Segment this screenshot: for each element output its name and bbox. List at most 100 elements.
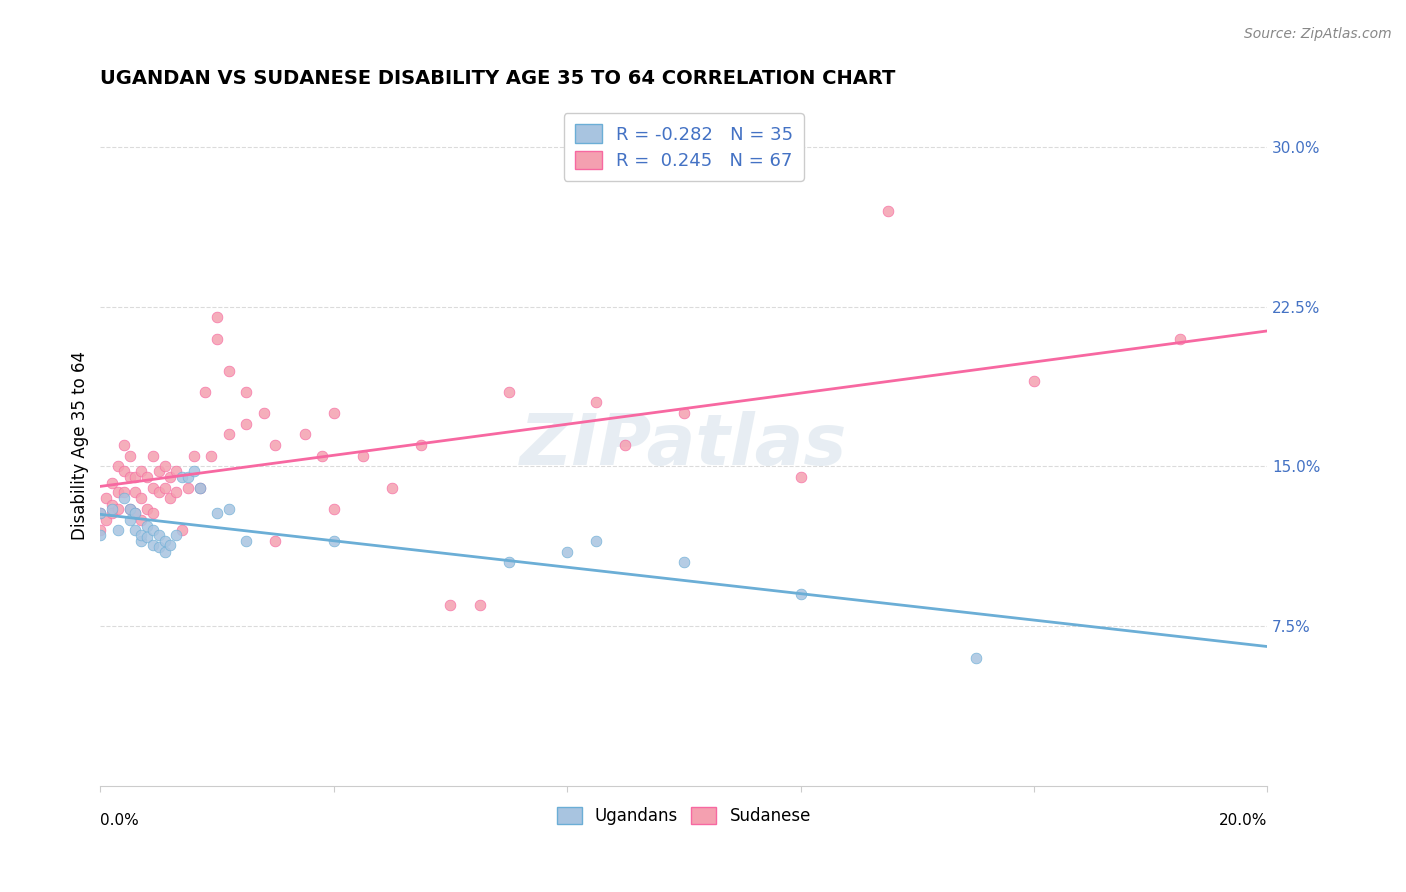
Point [205, 332, 228, 346]
Point [159, 538, 181, 552]
Point [136, 519, 159, 533]
Point [205, 310, 228, 325]
Point [1022, 374, 1045, 388]
Point [142, 523, 165, 537]
Point [188, 481, 211, 495]
Point [672, 406, 695, 420]
Point [112, 484, 135, 499]
Point [352, 449, 374, 463]
Text: 20.0%: 20.0% [1219, 813, 1267, 828]
Point [136, 530, 159, 544]
Point [118, 502, 141, 516]
Point [124, 506, 146, 520]
Text: Source: ZipAtlas.com: Source: ZipAtlas.com [1244, 27, 1392, 41]
Point [165, 527, 187, 541]
Point [672, 555, 695, 569]
Point [153, 459, 176, 474]
Point [585, 395, 607, 409]
Point [118, 470, 141, 484]
Point [101, 498, 124, 512]
Point [89, 523, 111, 537]
Point [159, 470, 181, 484]
Point [439, 598, 461, 612]
Text: ZIPatlas: ZIPatlas [520, 410, 848, 480]
Point [177, 470, 200, 484]
Point [148, 484, 170, 499]
Point [170, 523, 193, 537]
Point [322, 533, 344, 548]
Point [235, 533, 257, 548]
Point [129, 533, 152, 548]
Point [468, 598, 491, 612]
Point [614, 438, 637, 452]
Point [264, 533, 287, 548]
Point [235, 417, 257, 431]
Point [877, 203, 900, 218]
Point [235, 384, 257, 399]
Point [153, 481, 176, 495]
Point [148, 527, 170, 541]
Point [107, 523, 129, 537]
Point [200, 449, 222, 463]
Point [124, 470, 146, 484]
Point [218, 502, 240, 516]
Point [142, 538, 165, 552]
Point [218, 363, 240, 377]
Point [112, 438, 135, 452]
Point [96, 491, 118, 506]
Point [118, 502, 141, 516]
Point [789, 587, 811, 601]
Point [142, 481, 165, 495]
Point [381, 481, 404, 495]
Point [89, 506, 111, 520]
Y-axis label: Disability Age 35 to 64: Disability Age 35 to 64 [72, 351, 89, 540]
Point [142, 506, 165, 520]
Point [253, 406, 276, 420]
Point [165, 484, 187, 499]
Point [142, 449, 165, 463]
Point [159, 491, 181, 506]
Point [170, 470, 193, 484]
Point [322, 406, 344, 420]
Point [129, 491, 152, 506]
Point [194, 384, 217, 399]
Legend: Ugandans, Sudanese: Ugandans, Sudanese [550, 800, 818, 832]
Point [585, 533, 607, 548]
Point [205, 506, 228, 520]
Point [411, 438, 433, 452]
Point [188, 481, 211, 495]
Point [1168, 332, 1191, 346]
Point [124, 506, 146, 520]
Point [124, 523, 146, 537]
Text: 0.0%: 0.0% [100, 813, 139, 828]
Point [107, 484, 129, 499]
Point [965, 651, 987, 665]
Point [165, 464, 187, 478]
Text: UGANDAN VS SUDANESE DISABILITY AGE 35 TO 64 CORRELATION CHART: UGANDAN VS SUDANESE DISABILITY AGE 35 TO… [100, 69, 896, 87]
Point [96, 513, 118, 527]
Point [129, 464, 152, 478]
Point [129, 527, 152, 541]
Point [101, 506, 124, 520]
Point [89, 506, 111, 520]
Point [89, 527, 111, 541]
Point [183, 449, 205, 463]
Point [101, 502, 124, 516]
Point [118, 449, 141, 463]
Point [294, 427, 316, 442]
Point [177, 481, 200, 495]
Point [148, 464, 170, 478]
Point [153, 533, 176, 548]
Point [789, 470, 811, 484]
Point [555, 544, 578, 558]
Point [153, 544, 176, 558]
Point [148, 541, 170, 555]
Point [136, 470, 159, 484]
Point [264, 438, 287, 452]
Point [218, 427, 240, 442]
Point [322, 502, 344, 516]
Point [129, 513, 152, 527]
Point [101, 476, 124, 491]
Point [107, 459, 129, 474]
Point [498, 555, 520, 569]
